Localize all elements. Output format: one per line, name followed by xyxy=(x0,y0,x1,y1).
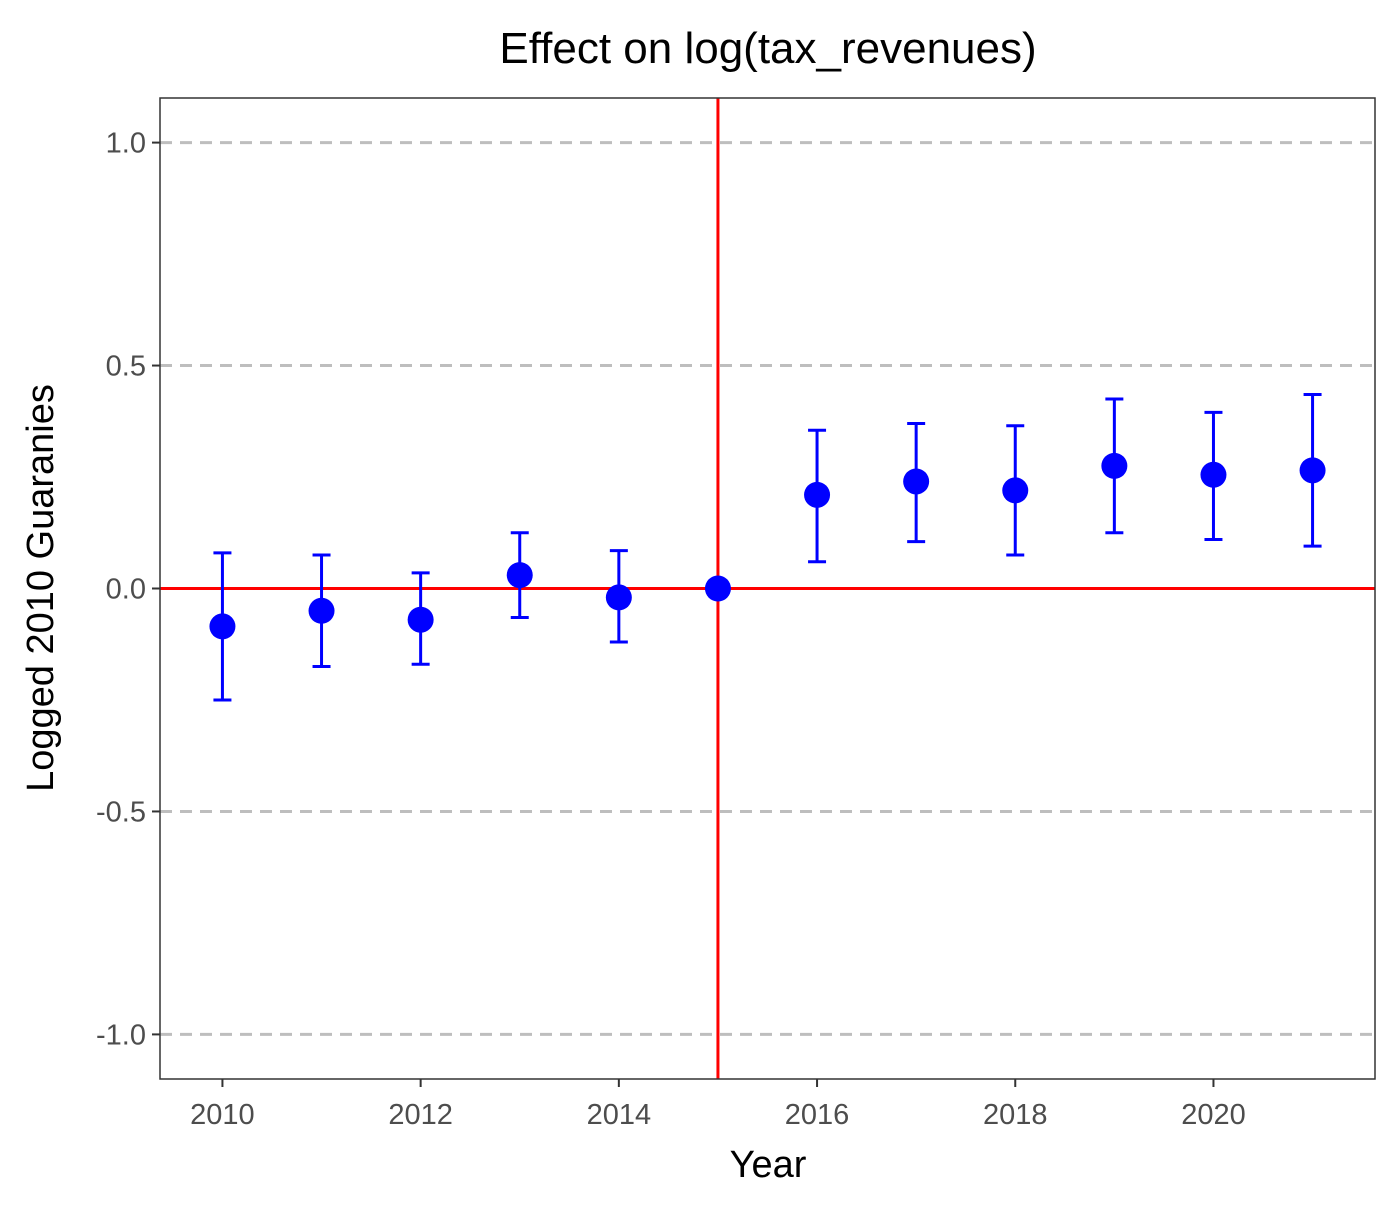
data-point xyxy=(704,575,731,602)
data-point xyxy=(506,562,533,589)
data-point xyxy=(605,584,632,611)
x-axis-title: Year xyxy=(730,1144,807,1186)
data-point xyxy=(308,597,335,624)
y-tick-label: -0.5 xyxy=(96,796,146,828)
data-point xyxy=(209,613,236,640)
data-point xyxy=(407,606,434,633)
data-point xyxy=(903,468,930,495)
y-tick-label: 1.0 xyxy=(106,128,146,160)
data-point xyxy=(1200,461,1227,488)
y-tick-label: 0.0 xyxy=(106,574,146,606)
x-tick-label: 2018 xyxy=(983,1099,1048,1131)
y-axis-title: Logged 2010 Guaranies xyxy=(20,384,62,792)
x-tick-label: 2012 xyxy=(388,1099,453,1131)
data-point xyxy=(1299,457,1326,484)
axes: -1.0 -0.5 0.0 0.5 1.0 2010 2012 2014 2016 2018 202… xyxy=(96,128,1246,1131)
data-point xyxy=(804,481,831,508)
x-tick-label: 2014 xyxy=(587,1099,652,1131)
y-tick-label: -1.0 xyxy=(96,1019,146,1051)
chart-title: Effect on log(tax_revenues) xyxy=(499,24,1036,73)
data-series xyxy=(209,393,1326,702)
y-tick-label: 0.5 xyxy=(106,351,146,383)
data-point xyxy=(1101,452,1128,479)
reference-lines xyxy=(160,98,1375,1079)
data-point xyxy=(1002,477,1029,504)
x-tick-label: 2016 xyxy=(785,1099,850,1131)
x-tick-label: 2010 xyxy=(190,1099,255,1131)
x-tick-label: 2020 xyxy=(1181,1099,1246,1131)
